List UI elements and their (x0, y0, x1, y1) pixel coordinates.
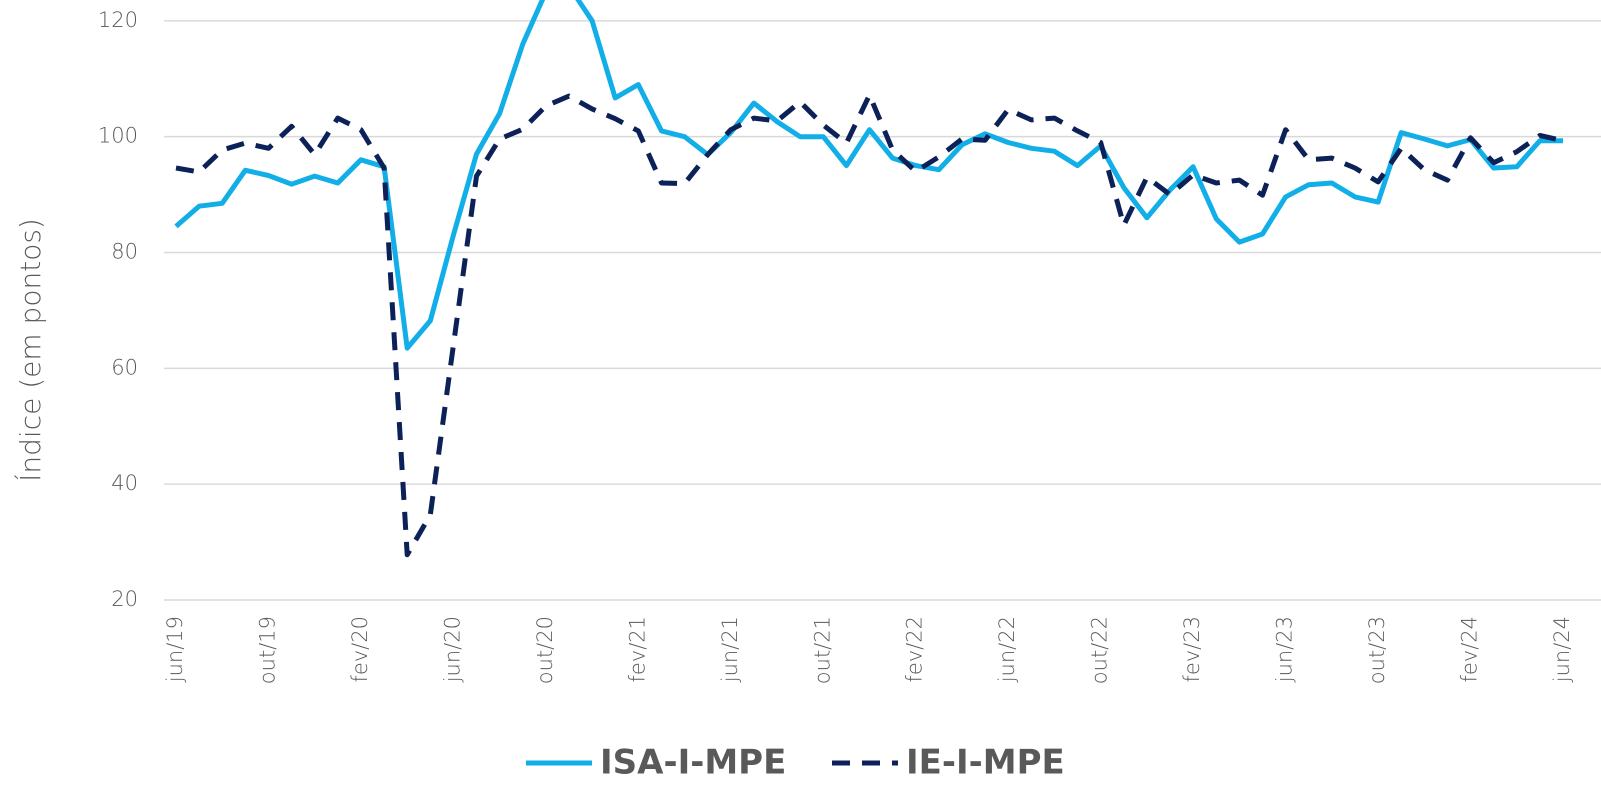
series-line (174, 0, 1563, 351)
x-tick-label: fev/21 (625, 616, 649, 683)
x-tick-label: out/21 (810, 616, 834, 684)
x-tick-label: jun/24 (1550, 616, 1574, 683)
y-tick-label: 80 (111, 240, 138, 264)
legend-label: IE-I-MPE (906, 743, 1065, 783)
x-tick-label: out/22 (1088, 616, 1112, 684)
x-tick-label: jun/23 (1273, 616, 1297, 683)
legend-label: ISA-I-MPE (600, 743, 786, 783)
x-tick-label: out/19 (255, 616, 279, 684)
y-axis-title: Índice (em pontos) (13, 218, 47, 482)
x-tick-label: jun/20 (440, 616, 464, 683)
x-tick-label: fev/20 (348, 616, 372, 683)
x-tick-label: out/20 (533, 616, 557, 684)
x-tick-label: out/23 (1365, 616, 1389, 684)
plot-lines (174, 0, 1564, 558)
y-tick-label: 20 (111, 587, 138, 611)
x-tick-label: fev/24 (1458, 616, 1482, 683)
y-tick-label: 60 (111, 355, 138, 379)
y-tick-label: 40 (111, 471, 138, 495)
y-tick-label: 100 (98, 124, 138, 148)
x-tick-label: fev/23 (1180, 616, 1204, 683)
y-tick-label: 120 (98, 8, 138, 32)
x-tick-label: jun/22 (995, 616, 1019, 683)
x-tick-label: jun/21 (718, 616, 742, 683)
series-line (175, 92, 1564, 558)
x-tick-label: jun/19 (163, 616, 187, 683)
x-tick-label: fev/22 (903, 616, 927, 683)
